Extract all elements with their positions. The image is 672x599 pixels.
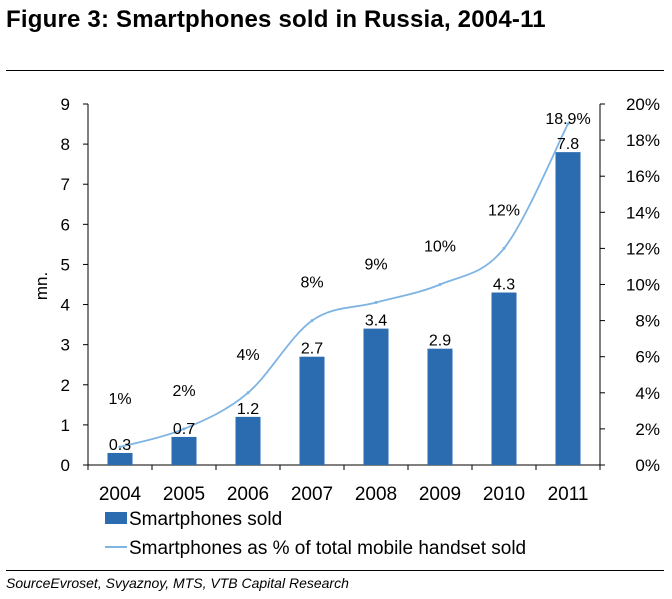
line-point-2006 xyxy=(246,391,250,395)
chart: 0 1 2 3 4 5 6 7 8 9 0% 2% 4% 6% 8% 10% 12% 14% 16% 18% 20% mn… xyxy=(32,95,660,559)
bar-2005 xyxy=(171,436,197,465)
bar-2004 xyxy=(107,452,133,465)
bottom-rule xyxy=(6,570,664,571)
x-tick-label: 2004 xyxy=(99,484,142,505)
bar-value-label: 3.4 xyxy=(365,313,387,330)
line-value-label: 9% xyxy=(364,257,387,274)
line-point-2011 xyxy=(566,122,570,126)
line-value-label: 8% xyxy=(300,275,323,292)
bar-2009 xyxy=(427,348,453,465)
y2-tick-label: 18% xyxy=(626,131,660,150)
y2-tick-label: 4% xyxy=(635,384,660,403)
y-tick-label: 8 xyxy=(61,135,70,154)
x-tick-label: 2009 xyxy=(419,484,461,505)
y-tick-label: 3 xyxy=(61,336,70,355)
y2-tick-label: 2% xyxy=(635,420,660,439)
bar-value-label: 0.7 xyxy=(173,421,195,438)
line-point-2010 xyxy=(502,246,506,250)
x-tick-label: 2008 xyxy=(355,484,397,505)
line-value-label: 12% xyxy=(488,202,520,219)
bar-value-label: 4.3 xyxy=(493,277,515,294)
y2-tick-label: 14% xyxy=(626,203,660,222)
x-tick-label: 2005 xyxy=(163,484,205,505)
line-value-label: 18.9% xyxy=(545,111,590,128)
line-point-2004 xyxy=(118,445,122,449)
bar-2006 xyxy=(235,416,261,465)
bar-value-label: 2.7 xyxy=(301,341,323,358)
y-tick-label: 6 xyxy=(61,215,70,234)
line-point-2005 xyxy=(182,427,186,431)
y2-tick-label: 20% xyxy=(626,95,660,114)
x-tick-label: 2006 xyxy=(227,484,269,505)
line-value-label: 2% xyxy=(172,383,195,400)
bar-value-label: 0.3 xyxy=(109,437,131,454)
bar-2010 xyxy=(491,292,517,465)
bar-value-label: 7.8 xyxy=(557,136,579,153)
y2-tick-label: 12% xyxy=(626,239,660,258)
y-tick-label: 2 xyxy=(61,376,70,395)
legend-bar-swatch xyxy=(105,512,127,524)
y2-tick-label: 10% xyxy=(626,276,660,295)
bar-2007 xyxy=(299,356,325,465)
y2-tick-label: 0% xyxy=(635,456,660,475)
y-tick-label: 5 xyxy=(61,255,70,274)
figure-title: Figure 3: Smartphones sold in Russia, 20… xyxy=(6,6,546,33)
y-tick-label: 4 xyxy=(61,296,70,315)
y-axis-title: mn. xyxy=(32,272,51,300)
y-tick-label: 0 xyxy=(61,456,70,475)
line-value-label: 4% xyxy=(236,347,259,364)
legend-line-label: Smartphones as % of total mobile handset… xyxy=(129,538,526,559)
y2-tick-label: 8% xyxy=(635,312,660,331)
y-tick-label: 7 xyxy=(61,175,70,194)
y-tick-label: 1 xyxy=(61,416,70,435)
bar-value-label: 2.9 xyxy=(429,333,451,350)
source-note: SourceEvroset, Svyaznoy, MTS, VTB Capita… xyxy=(6,575,349,591)
top-rule xyxy=(6,70,664,71)
legend-bar-label: Smartphones sold xyxy=(129,509,282,530)
line-point-2008 xyxy=(374,301,378,305)
y-tick-label: 9 xyxy=(61,95,70,114)
line-value-label: 1% xyxy=(108,391,131,408)
bar-2011 xyxy=(555,152,581,465)
bar-2008 xyxy=(363,328,389,465)
x-tick-label: 2007 xyxy=(291,484,333,505)
x-tick-label: 2010 xyxy=(483,484,525,505)
bar-value-label: 1.2 xyxy=(237,401,259,418)
line-point-2009 xyxy=(438,283,442,286)
x-tick-label: 2011 xyxy=(548,484,589,505)
y2-tick-label: 6% xyxy=(635,348,660,367)
line-point-2007 xyxy=(310,319,314,323)
line-value-label: 10% xyxy=(424,239,456,256)
y2-tick-label: 16% xyxy=(626,167,660,186)
